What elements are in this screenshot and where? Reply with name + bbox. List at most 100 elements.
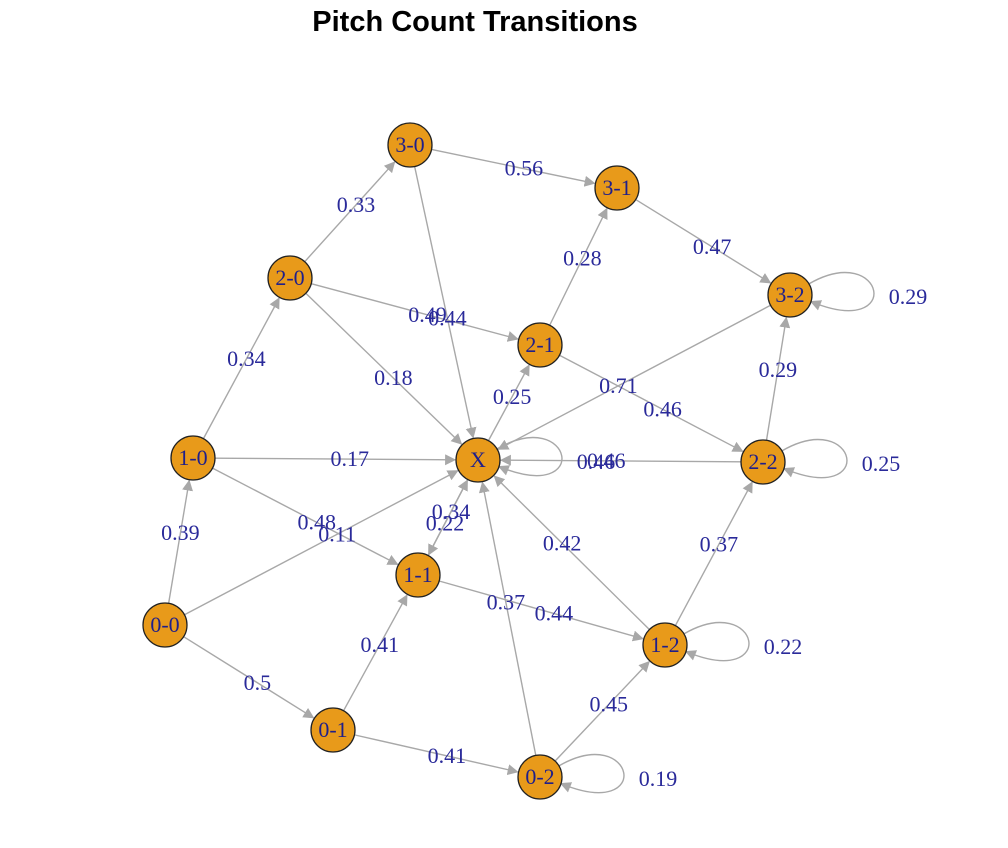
node-label: 2-1 <box>525 332 554 357</box>
node-circle <box>517 754 563 800</box>
edge-0-2-to-X <box>478 481 537 756</box>
edge-label: 0.37 <box>700 531 739 556</box>
edge-0-1-to-0-2 <box>354 734 519 776</box>
edge-label: 0.25 <box>493 384 532 409</box>
node-circle <box>395 552 441 598</box>
edge-label: 0.41 <box>428 743 467 768</box>
edge-X-to-1-1 <box>428 479 469 556</box>
edge-label: 0.46 <box>587 448 626 473</box>
edge-label: 0.18 <box>374 365 413 390</box>
edge-label: 0.45 <box>590 691 629 716</box>
edge-3-0-to-X <box>413 166 477 439</box>
edge-label: 0.17 <box>331 446 370 471</box>
node-1-2: 1-2 <box>642 622 688 668</box>
node-3-0: 3-0 <box>387 122 433 168</box>
edge-label: 0.42 <box>543 530 582 555</box>
node-label: 0-2 <box>525 764 554 789</box>
edge-label: 0.34 <box>432 499 471 524</box>
self-loop-label: 0.22 <box>764 634 803 659</box>
node-label: 3-1 <box>602 175 631 200</box>
node-X: X <box>455 437 501 483</box>
edge-label: 0.5 <box>244 670 272 695</box>
node-circle <box>170 435 216 481</box>
self-loop-2-2 <box>781 438 848 479</box>
edge-label: 0.41 <box>361 632 400 657</box>
edge-label: 0.46 <box>643 396 682 421</box>
edge-2-2-to-3-2 <box>765 316 791 441</box>
node-label: 1-0 <box>178 445 207 470</box>
edge-label: 0.11 <box>318 521 356 546</box>
edge-0-0-to-0-1 <box>183 636 315 719</box>
edge-1-1-to-1-2 <box>438 580 644 642</box>
node-circle <box>310 707 356 753</box>
edge-2-0-to-3-0 <box>304 161 396 263</box>
node-circle <box>642 622 688 668</box>
node-label: 3-2 <box>775 282 804 307</box>
edge-label: 0.49 <box>408 302 447 327</box>
node-3-2: 3-2 <box>767 272 813 318</box>
self-loop-X <box>496 436 563 477</box>
node-1-1: 1-1 <box>395 552 441 598</box>
node-0-2: 0-2 <box>517 754 563 800</box>
edge-label: 0.56 <box>505 156 544 181</box>
self-loop-label: 0.29 <box>889 284 928 309</box>
node-circle <box>517 322 563 368</box>
self-loop-label: 0.19 <box>639 766 678 791</box>
edge-label: 0.47 <box>693 234 732 259</box>
node-circle <box>767 272 813 318</box>
node-label: 0-1 <box>318 717 347 742</box>
edge-label: 0.44 <box>428 305 467 330</box>
node-2-0: 2-0 <box>267 255 313 301</box>
edge-1-0-to-2-0 <box>202 297 280 439</box>
node-1-0: 1-0 <box>170 435 216 481</box>
edge-3-0-to-3-1 <box>431 148 596 187</box>
edge-label: 0.33 <box>337 192 376 217</box>
edge-0-2-to-1-2 <box>554 660 650 762</box>
node-label: 1-1 <box>403 562 432 587</box>
edge-label: 0.48 <box>298 509 337 534</box>
edge-1-0-to-1-1 <box>212 467 399 566</box>
node-label: 1-2 <box>650 632 679 657</box>
node-circle <box>455 437 501 483</box>
edge-3-2-to-X <box>497 304 771 450</box>
edge-1-0-to-X <box>214 454 457 466</box>
node-circle <box>740 439 786 485</box>
edge-label: 0.37 <box>487 590 526 615</box>
edge-2-1-to-3-1 <box>549 207 608 326</box>
node-circle <box>594 165 640 211</box>
edge-label: 0.44 <box>535 601 574 626</box>
node-label: 2-2 <box>748 449 777 474</box>
edge-X-to-2-1 <box>487 364 530 441</box>
edge-2-2-to-X <box>499 454 742 466</box>
edge-2-0-to-X <box>305 292 463 445</box>
edge-2-0-to-2-1 <box>311 283 519 342</box>
edge-label: 0.28 <box>563 246 602 271</box>
node-label: X <box>470 447 486 472</box>
edge-label: 0.34 <box>227 346 266 371</box>
edge-0-0-to-1-0 <box>167 479 193 604</box>
edge-label: 0.22 <box>426 510 465 535</box>
edge-1-2-to-2-2 <box>674 481 753 626</box>
edge-0-1-to-1-1 <box>342 594 408 712</box>
node-label: 3-0 <box>395 132 424 157</box>
node-circle <box>387 122 433 168</box>
edge-label: 0.71 <box>599 373 638 398</box>
page-title: Pitch Count Transitions <box>312 6 638 38</box>
node-2-1: 2-1 <box>517 322 563 368</box>
node-0-1: 0-1 <box>310 707 356 753</box>
node-circle <box>142 602 188 648</box>
node-label: 0-0 <box>150 612 179 637</box>
self-loop-1-2 <box>683 621 750 662</box>
edge-3-1-to-3-2 <box>635 198 772 284</box>
node-0-0: 0-0 <box>142 602 188 648</box>
edge-1-2-to-X <box>493 475 650 631</box>
edge-label: 0.29 <box>759 357 798 382</box>
self-loop-0-2 <box>558 753 625 794</box>
self-loop-3-2 <box>808 271 875 312</box>
self-loop-label: 0.46 <box>577 449 616 474</box>
edge-0-0-to-X <box>184 470 459 616</box>
edge-label: 0.39 <box>161 520 200 545</box>
node-2-2: 2-2 <box>740 439 786 485</box>
node-circle <box>267 255 313 301</box>
